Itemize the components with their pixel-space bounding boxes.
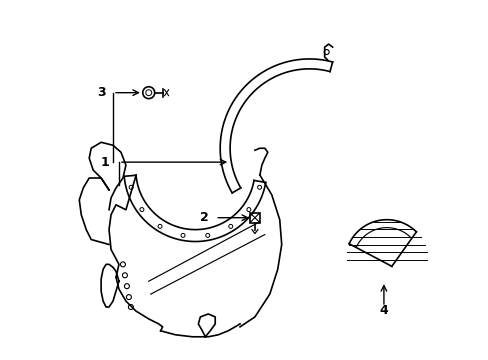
Text: 1: 1 [100,156,109,168]
Text: 4: 4 [379,304,387,317]
Bar [249,213,259,223]
Text: 3: 3 [97,86,106,99]
Text: 2: 2 [199,211,208,224]
